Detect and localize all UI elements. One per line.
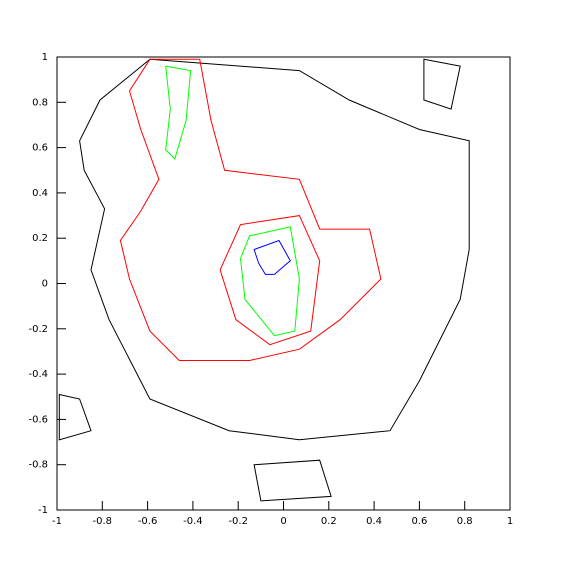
y-tick-label: -1 <box>38 505 48 516</box>
x-tick-label: -0.6 <box>138 516 158 527</box>
x-tick-label: 0 <box>280 516 286 527</box>
x-tick-label: 1 <box>507 516 513 527</box>
y-tick-label: -0.2 <box>28 324 48 335</box>
contour-line <box>79 58 470 441</box>
x-tick-label: -1 <box>52 516 62 527</box>
contour-line <box>253 239 291 275</box>
x-tick-label: -0.4 <box>183 516 203 527</box>
contour-line <box>165 65 192 160</box>
y-tick-label: 0.6 <box>32 143 48 154</box>
y-tick-label: 1 <box>42 52 48 63</box>
contour-line <box>119 58 382 361</box>
contour-line <box>219 215 321 346</box>
contour-line <box>423 58 461 110</box>
y-tick-label: -0.8 <box>28 460 48 471</box>
x-tick-label: 0.8 <box>457 516 473 527</box>
y-tick-label: 0 <box>42 279 48 290</box>
x-tick-label: 0.6 <box>411 516 427 527</box>
y-tick-label: 0.8 <box>32 97 48 108</box>
contour-line <box>58 393 92 441</box>
contour-line <box>253 459 332 502</box>
x-tick-label: -0.8 <box>93 516 113 527</box>
y-tick-label: 0.4 <box>32 188 48 199</box>
contour-line <box>239 226 300 337</box>
x-tick-label: -0.2 <box>228 516 248 527</box>
y-tick-label: 0.2 <box>32 233 48 244</box>
plot-frame <box>56 56 511 511</box>
x-tick-label: 0.4 <box>366 516 382 527</box>
x-tick-label: 0.2 <box>321 516 337 527</box>
y-tick-label: -0.4 <box>28 369 48 380</box>
y-tick-label: -0.6 <box>28 414 48 425</box>
